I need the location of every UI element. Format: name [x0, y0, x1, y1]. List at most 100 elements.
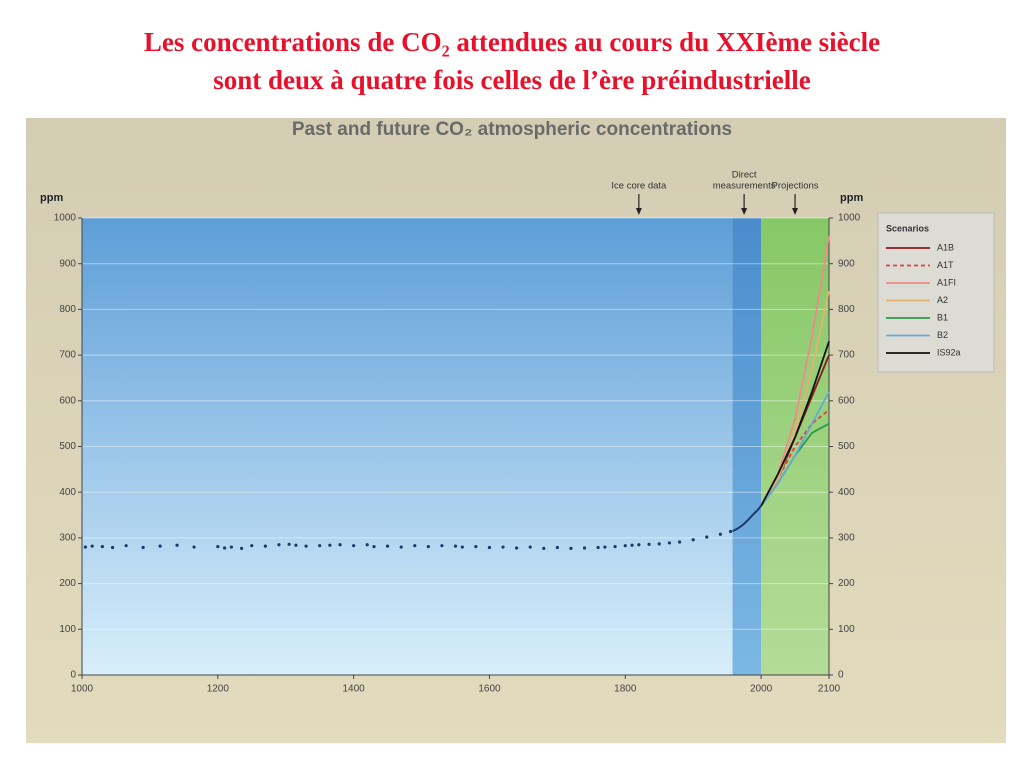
y2-tick-label: 0	[838, 670, 844, 681]
ice-core-point	[613, 544, 617, 549]
ice-core-point	[569, 546, 573, 551]
ice-core-point	[528, 545, 532, 549]
y-tick-label: 500	[59, 441, 76, 452]
ice-core-point	[229, 545, 233, 549]
ice-core-point	[385, 544, 390, 548]
ice-core-point	[460, 545, 464, 549]
ice-core-point	[657, 542, 661, 546]
ice-core-point	[555, 545, 559, 550]
legend-label: B1	[937, 312, 948, 322]
ice-core-point	[250, 544, 254, 548]
ice-core-point	[318, 544, 322, 548]
ice-core-point	[453, 544, 458, 548]
chart-title: Past and future CO₂ atmospheric concentr…	[292, 119, 732, 140]
legend-label: A1B	[937, 242, 954, 252]
scenario-line	[760, 391, 830, 507]
x-tick-label: 1800	[614, 684, 637, 695]
annotation: Ice core data	[611, 181, 667, 192]
ice-core-point	[90, 544, 94, 548]
ice-core-point	[294, 543, 298, 547]
ice-core-point	[399, 545, 403, 549]
period-region	[82, 218, 733, 675]
ice-core-point	[158, 544, 162, 548]
y-tick-label: 100	[59, 624, 76, 635]
ice-core-point	[372, 544, 376, 549]
ice-core-point	[623, 544, 627, 548]
ice-core-point	[352, 544, 356, 548]
period-region	[732, 218, 762, 675]
slide-title: Les concentrations de CO₂ attendues au c…	[144, 27, 880, 57]
ice-core-point	[216, 544, 220, 549]
legend-label: A2	[937, 295, 948, 305]
ice-core-point	[542, 546, 546, 551]
ice-core-point	[596, 545, 600, 550]
arrow-head	[792, 208, 799, 215]
scenario-line	[760, 290, 830, 507]
ice-core-point	[474, 544, 478, 549]
legend-label: B2	[937, 330, 948, 340]
y2-tick-label: 600	[838, 395, 855, 406]
ice-core-point	[678, 540, 682, 544]
ice-core-point	[287, 542, 291, 546]
y2-tick-label: 200	[838, 578, 855, 589]
slide-title: sont deux à quatre fois celles de l’ère …	[213, 65, 810, 95]
ice-core-point	[582, 546, 587, 550]
x-tick-label: 2100	[818, 684, 841, 695]
y-tick-label: 300	[59, 533, 76, 544]
ice-core-point	[277, 543, 281, 547]
y2-tick-label: 700	[838, 350, 855, 361]
ice-core-point	[440, 544, 444, 548]
y2-axis-label: ppm	[840, 192, 863, 204]
y2-tick-label: 400	[838, 487, 855, 498]
x-tick-label: 1200	[207, 684, 230, 695]
ice-core-point	[630, 543, 634, 547]
y2-tick-label: 100	[838, 624, 855, 635]
y-tick-label: 200	[59, 578, 76, 589]
x-tick-label: 1000	[71, 684, 94, 695]
ice-core-point	[705, 535, 709, 539]
annotation: measurements	[713, 181, 776, 192]
arrow-head	[635, 208, 642, 215]
ice-core-point	[83, 545, 87, 549]
y-tick-label: 1000	[54, 213, 77, 224]
x-tick-label: 2000	[750, 684, 773, 695]
legend-box	[877, 212, 995, 373]
y2-tick-label: 900	[838, 258, 855, 269]
x-tick-label: 1600	[478, 684, 501, 695]
ice-core-point	[100, 544, 104, 549]
measurement-line	[732, 505, 762, 532]
ice-core-point	[728, 529, 733, 534]
y-tick-label: 900	[59, 258, 76, 269]
ice-core-point	[239, 546, 244, 551]
y-tick-label: 400	[59, 487, 76, 498]
annotation: Projections	[772, 181, 819, 192]
ice-core-point	[365, 543, 369, 547]
ice-core-point	[175, 543, 179, 547]
ice-core-point	[603, 545, 607, 549]
ice-core-point	[304, 544, 308, 548]
legend-label: IS92a	[937, 347, 961, 357]
legend-label: A1T	[937, 260, 954, 270]
ice-core-point	[501, 545, 505, 549]
y-tick-label: 0	[70, 670, 76, 681]
legend-title: Scenarios	[886, 223, 929, 233]
ice-core-point	[338, 543, 342, 547]
ice-core-point	[647, 542, 651, 546]
ice-core-point	[667, 541, 672, 545]
y2-tick-label: 300	[838, 533, 855, 544]
ice-core-point	[487, 545, 492, 550]
y2-tick-label: 500	[838, 441, 855, 452]
ice-core-point	[718, 532, 722, 536]
ice-core-point	[426, 544, 430, 549]
legend-label: A1FI	[937, 277, 956, 287]
ice-core-point	[515, 546, 519, 550]
ice-core-point	[413, 544, 417, 548]
ice-core-point	[263, 544, 267, 548]
y2-tick-label: 800	[838, 304, 855, 315]
ice-core-point	[223, 546, 227, 550]
y-tick-label: 800	[59, 304, 76, 315]
x-tick-label: 1400	[343, 684, 366, 695]
y2-tick-label: 1000	[838, 213, 861, 224]
ice-core-point	[328, 543, 332, 547]
